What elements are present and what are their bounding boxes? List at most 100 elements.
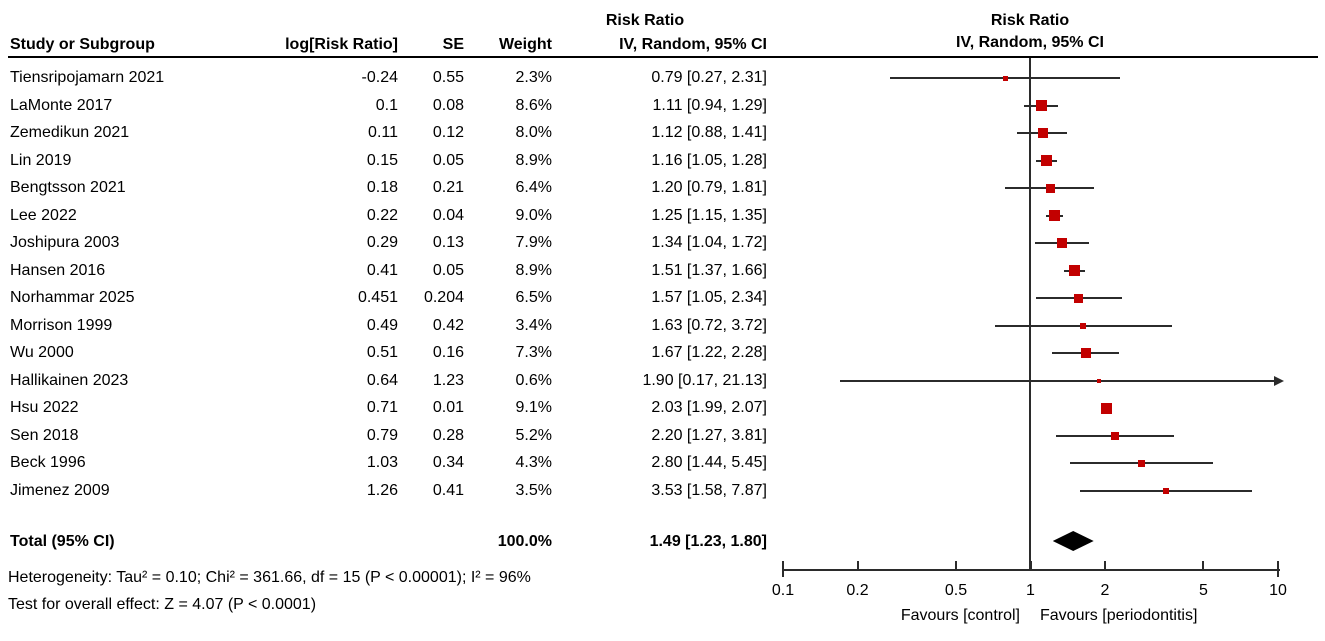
risk-ratio-ci-value: 1.20 [0.79, 1.81] [651, 179, 767, 196]
risk-ratio-ci-value: 1.51 [1.37, 1.66] [651, 261, 767, 279]
effect-square [1002, 75, 1008, 81]
favours-right-label: Favours [periodontitis] [1040, 607, 1198, 624]
total-label: Total (95% CI) [10, 533, 115, 550]
study-name: Morrison 1999 [10, 316, 113, 334]
study-name: Tiensripojamarn 2021 [10, 69, 165, 86]
effect-square [1101, 402, 1113, 414]
overall-effect-text: Test for overall effect: Z = 4.07 (P < 0… [8, 596, 317, 613]
study-row: Tiensripojamarn 2021 -0.24 0.55 2.3% 0.7… [0, 67, 780, 89]
log-risk-ratio-value: 0.15 [366, 151, 398, 169]
weight-value: 6.5% [515, 289, 552, 306]
log-risk-ratio-value: 0.451 [357, 289, 398, 306]
study-row: Hallikainen 2023 0.64 1.23 0.6% 1.90 [0.… [0, 370, 780, 392]
plot-column-subtitle: IV, Random, 95% CI [956, 34, 1104, 51]
weight-value: 5.2% [515, 426, 552, 444]
se-value: 0.28 [432, 426, 464, 444]
axis-tick [1104, 561, 1106, 570]
total-effect-ci: 1.49 [1.23, 1.80] [649, 533, 767, 550]
favours-left-label: Favours [control] [900, 607, 1020, 624]
se-value: 0.34 [432, 454, 464, 471]
risk-ratio-ci-value: 3.53 [1.58, 7.87] [651, 481, 767, 499]
se-value: 0.204 [423, 289, 464, 306]
weight-value: 3.5% [515, 481, 552, 499]
se-value: 0.05 [432, 151, 464, 169]
risk-ratio-ci-value: 1.67 [1.22, 2.28] [651, 344, 767, 361]
axis-tick [782, 561, 784, 577]
log-risk-ratio-value: 0.18 [366, 179, 398, 196]
study-row: Beck 1996 1.03 0.34 4.3% 2.80 [1.44, 5.4… [0, 452, 780, 474]
study-name: Zemedikun 2021 [10, 124, 130, 141]
col-header-study: Study or Subgroup [10, 36, 155, 53]
effect-square [1048, 210, 1060, 221]
weight-value: 0.6% [515, 371, 552, 389]
study-name: Hansen 2016 [10, 261, 106, 279]
effect-square [1080, 322, 1087, 329]
column-header-row: Study or Subgroup log[Risk Ratio] SE Wei… [0, 34, 780, 56]
study-row: LaMonte 2017 0.1 0.08 8.6% 1.11 [0.94, 1… [0, 95, 780, 117]
study-row: Joshipura 2003 0.29 0.13 7.9% 1.34 [1.04… [0, 232, 780, 254]
effect-square [1080, 348, 1091, 358]
study-row: Wu 2000 0.51 0.16 7.3% 1.67 [1.22, 2.28] [0, 342, 780, 364]
weight-value: 3.4% [515, 316, 552, 334]
log-risk-ratio-value: 0.64 [366, 371, 398, 389]
study-name: Hsu 2022 [10, 399, 79, 416]
se-value: 0.04 [432, 206, 464, 224]
axis-tick-label: 2 [1100, 582, 1110, 599]
risk-ratio-ci-value: 1.25 [1.15, 1.35] [651, 206, 767, 224]
no-effect-line [1029, 58, 1031, 571]
axis-tick [954, 561, 957, 570]
axis-tick [1029, 561, 1032, 570]
study-name: Lin 2019 [10, 151, 72, 169]
ci-arrow-right [1274, 375, 1284, 386]
log-risk-ratio-value: 1.26 [366, 481, 398, 499]
risk-ratio-ci-value: 1.34 [1.04, 1.72] [651, 234, 767, 251]
weight-value: 7.3% [515, 344, 552, 361]
log-risk-ratio-value: 0.51 [366, 344, 398, 361]
heterogeneity-text: Heterogeneity: Tau² = 0.10; Chi² = 361.6… [8, 569, 531, 586]
se-value: 0.08 [432, 96, 464, 114]
study-name: Sen 2018 [10, 426, 79, 444]
risk-ratio-ci-value: 1.12 [0.88, 1.41] [651, 124, 767, 141]
weight-value: 9.1% [515, 399, 552, 416]
risk-ratio-ci-value: 1.63 [0.72, 3.72] [651, 316, 767, 334]
weight-value: 8.0% [515, 124, 552, 141]
plot-column-title: Risk Ratio [990, 12, 1070, 29]
log-risk-ratio-value: 0.11 [368, 124, 398, 141]
risk-ratio-ci-value: 2.03 [1.99, 2.07] [651, 399, 767, 416]
study-row: Lee 2022 0.22 0.04 9.0% 1.25 [1.15, 1.35… [0, 205, 780, 227]
study-name: Norhammar 2025 [10, 289, 135, 306]
axis-tick [856, 561, 859, 570]
study-name: Wu 2000 [10, 344, 74, 361]
axis-tick-label: 0.2 [846, 582, 869, 599]
risk-ratio-ci-value: 1.11 [0.94, 1.29] [652, 96, 767, 114]
log-risk-ratio-value: 0.49 [366, 316, 398, 334]
study-name: LaMonte 2017 [10, 96, 113, 114]
axis-tick-label: 5 [1199, 582, 1208, 599]
total-weight: 100.0% [497, 533, 552, 550]
se-value: 0.55 [432, 69, 464, 86]
risk-ratio-ci-value: 2.20 [1.27, 3.81] [651, 426, 767, 444]
study-row: Morrison 1999 0.49 0.42 3.4% 1.63 [0.72,… [0, 315, 780, 337]
weight-value: 6.4% [515, 179, 552, 196]
effect-square [1163, 487, 1170, 494]
effect-square [1111, 431, 1120, 440]
se-value: 0.05 [432, 261, 464, 279]
effect-square [1037, 128, 1048, 138]
axis-tick-label: 1 [1026, 582, 1035, 599]
study-row: Zemedikun 2021 0.11 0.12 8.0% 1.12 [0.88… [0, 122, 780, 144]
se-value: 0.13 [432, 234, 464, 251]
col-header-weight: Weight [498, 36, 552, 53]
header-divider [8, 56, 1318, 58]
effect-square [1137, 459, 1145, 467]
effect-square [1045, 183, 1055, 193]
se-value: 0.42 [432, 316, 464, 334]
log-risk-ratio-value: 0.22 [366, 206, 398, 224]
study-row: Norhammar 2025 0.451 0.204 6.5% 1.57 [1.… [0, 287, 780, 309]
study-name: Beck 1996 [10, 454, 86, 471]
risk-ratio-ci-value: 0.79 [0.27, 2.31] [651, 69, 767, 86]
effect-square [1036, 100, 1048, 111]
col-header-log-risk-ratio: log[Risk Ratio] [285, 36, 398, 53]
weight-value: 7.9% [515, 234, 552, 251]
axis-tick [1202, 561, 1205, 570]
se-value: 0.01 [432, 399, 464, 416]
